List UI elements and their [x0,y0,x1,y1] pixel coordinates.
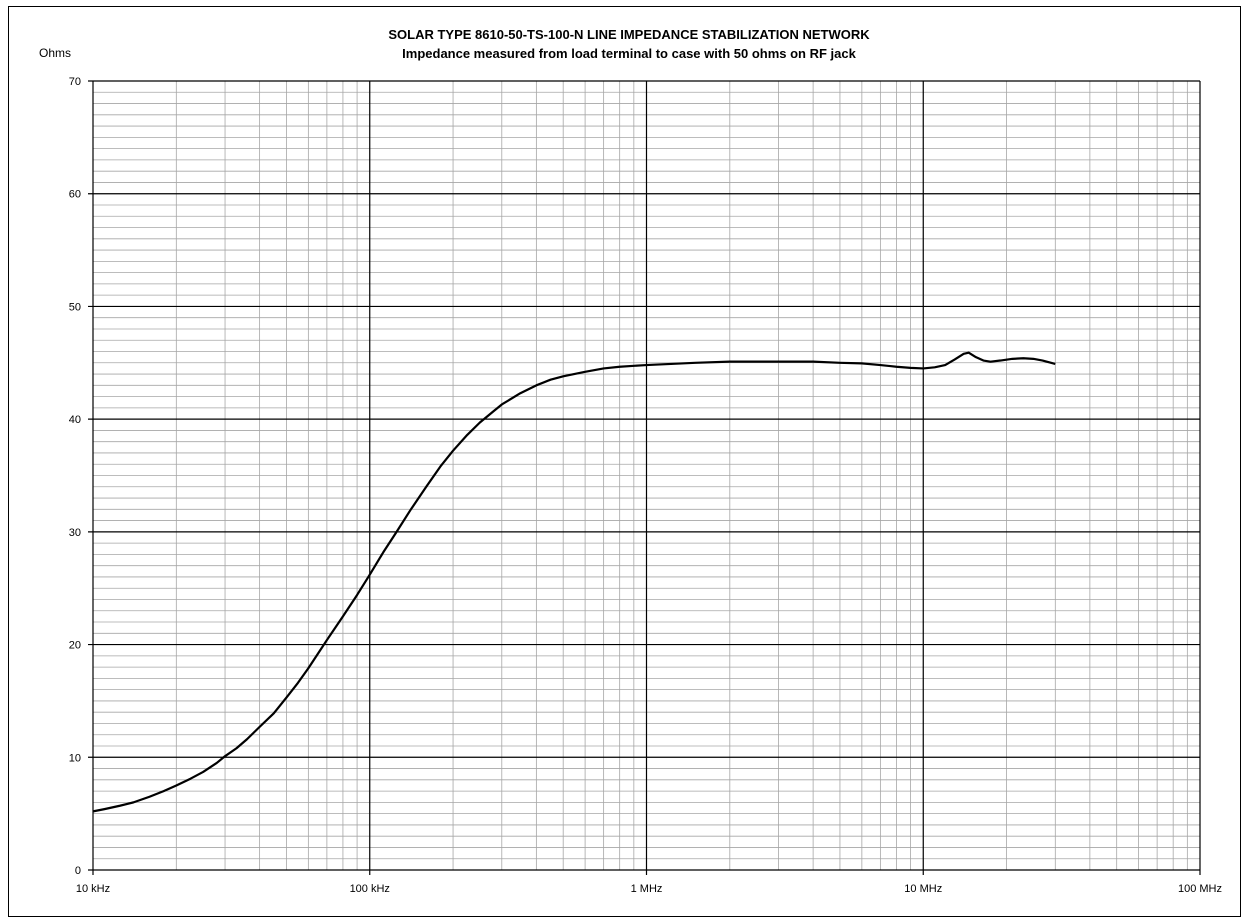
tick-labels: 0 10 20 30 40 50 60 70 10 kHz 100 kHz 1 MHz 10 MHz 1… [69,76,1222,895]
y-tick-label: 60 [69,189,81,201]
x-tick-label: 10 kHz [76,883,110,895]
impedance-chart: SOLAR TYPE 8610-50-TS-100-N LINE IMPEDAN… [39,27,1222,895]
x-tick-label: 100 MHz [1178,883,1222,895]
chart-title: SOLAR TYPE 8610-50-TS-100-N LINE IMPEDAN… [388,27,870,42]
chart-frame: SOLAR TYPE 8610-50-TS-100-N LINE IMPEDAN… [8,6,1241,917]
y-tick-label: 30 [69,527,81,539]
y-axis-label: Ohms [39,46,71,60]
major-grid [88,80,1201,875]
y-tick-label: 70 [69,76,81,88]
chart-subtitle: Impedance measured from load terminal to… [402,46,856,61]
x-tick-label: 100 kHz [350,883,390,895]
y-tick-label: 50 [69,301,81,313]
y-tick-label: 40 [69,414,81,426]
x-tick-label: 10 MHz [904,883,942,895]
y-tick-label: 20 [69,640,81,652]
impedance-curve [92,351,1056,813]
y-tick-label: 0 [75,865,81,877]
y-tick-label: 10 [69,752,81,764]
x-tick-label: 1 MHz [631,883,663,895]
